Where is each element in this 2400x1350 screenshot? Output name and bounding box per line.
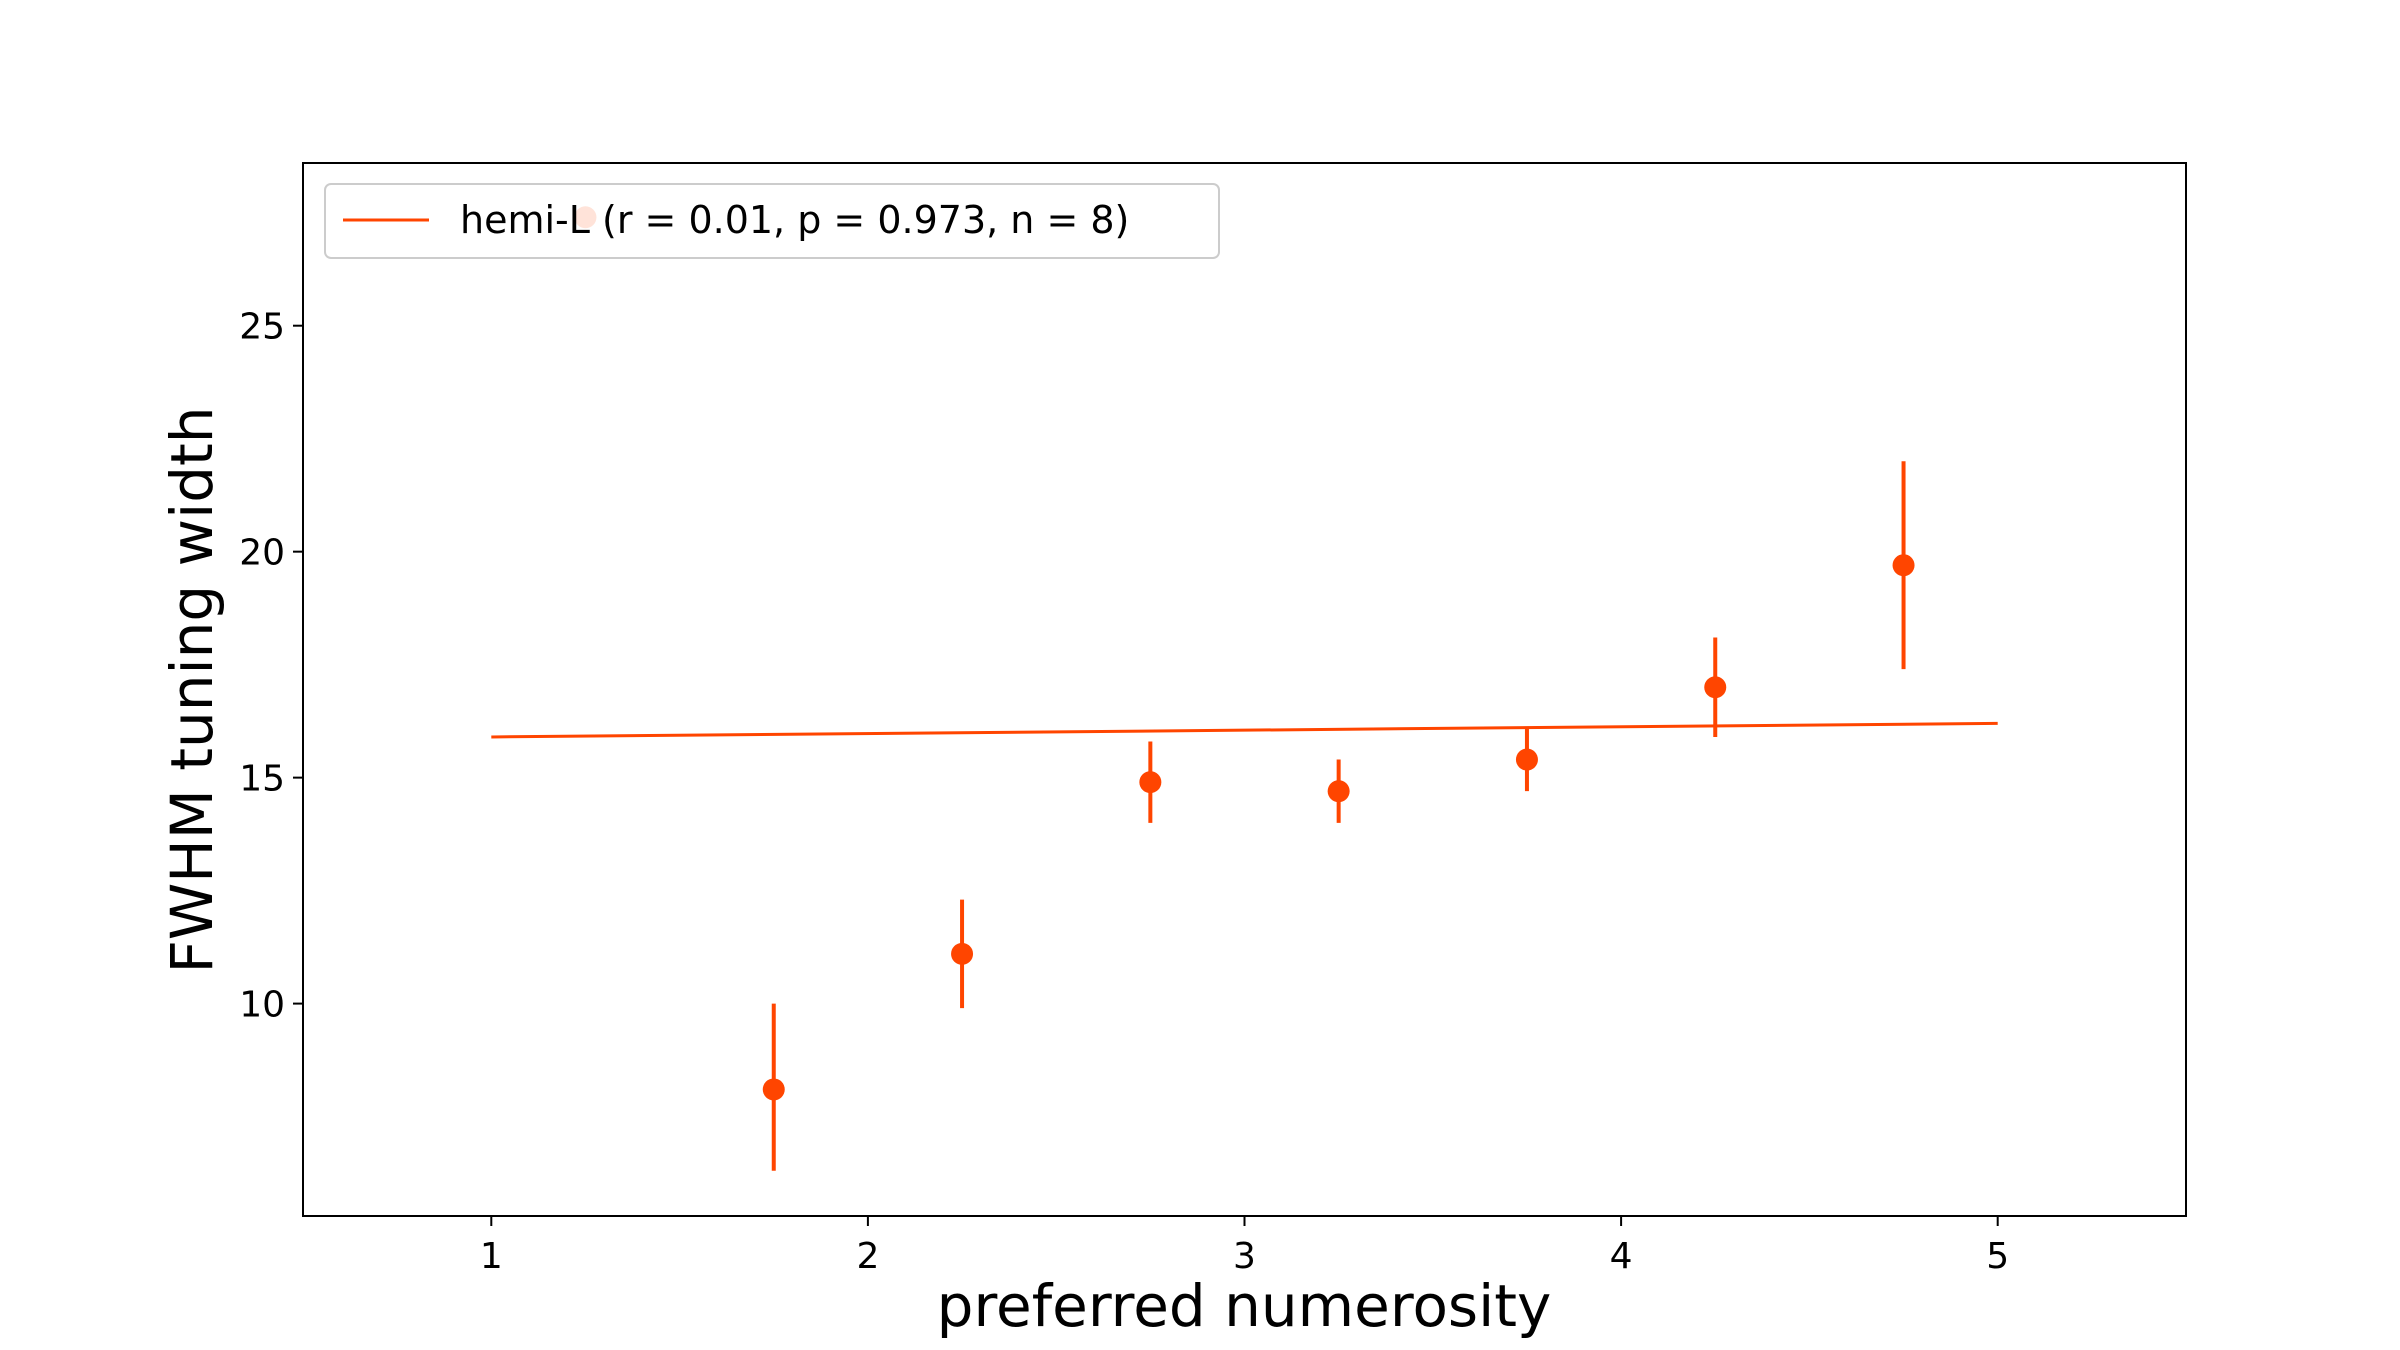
data-point bbox=[951, 942, 974, 965]
y-tick-label: 10 bbox=[239, 985, 285, 1026]
x-tick-label: 2 bbox=[856, 1236, 879, 1277]
legend: hemi-L (r = 0.01, p = 0.973, n = 8) bbox=[324, 183, 1220, 259]
legend-box bbox=[324, 183, 1220, 259]
y-tick-label: 15 bbox=[239, 759, 285, 800]
y-axis: 10 15 20 25 bbox=[239, 307, 303, 1026]
data-point bbox=[1704, 676, 1727, 699]
x-tick-label: 5 bbox=[1986, 1236, 2009, 1277]
y-tick-label: 25 bbox=[239, 307, 285, 348]
x-tick-label: 1 bbox=[480, 1236, 503, 1277]
legend-label: hemi-L (r = 0.01, p = 0.973, n = 8) bbox=[460, 198, 1129, 242]
y-tick-label: 20 bbox=[239, 533, 285, 574]
data-point bbox=[1327, 780, 1350, 803]
data-point bbox=[1892, 554, 1915, 577]
fit-line bbox=[491, 721, 1998, 739]
x-tick-label: 3 bbox=[1233, 1236, 1256, 1277]
x-axis: 1 2 3 4 5 bbox=[480, 1216, 2009, 1277]
data-point bbox=[762, 1078, 785, 1101]
y-axis-label: FWHM tuning width bbox=[158, 406, 226, 973]
data-point bbox=[1515, 748, 1538, 771]
x-axis-label: preferred numerosity bbox=[937, 1272, 1552, 1340]
x-tick-label: 4 bbox=[1610, 1236, 1633, 1277]
data-point bbox=[1139, 771, 1162, 794]
